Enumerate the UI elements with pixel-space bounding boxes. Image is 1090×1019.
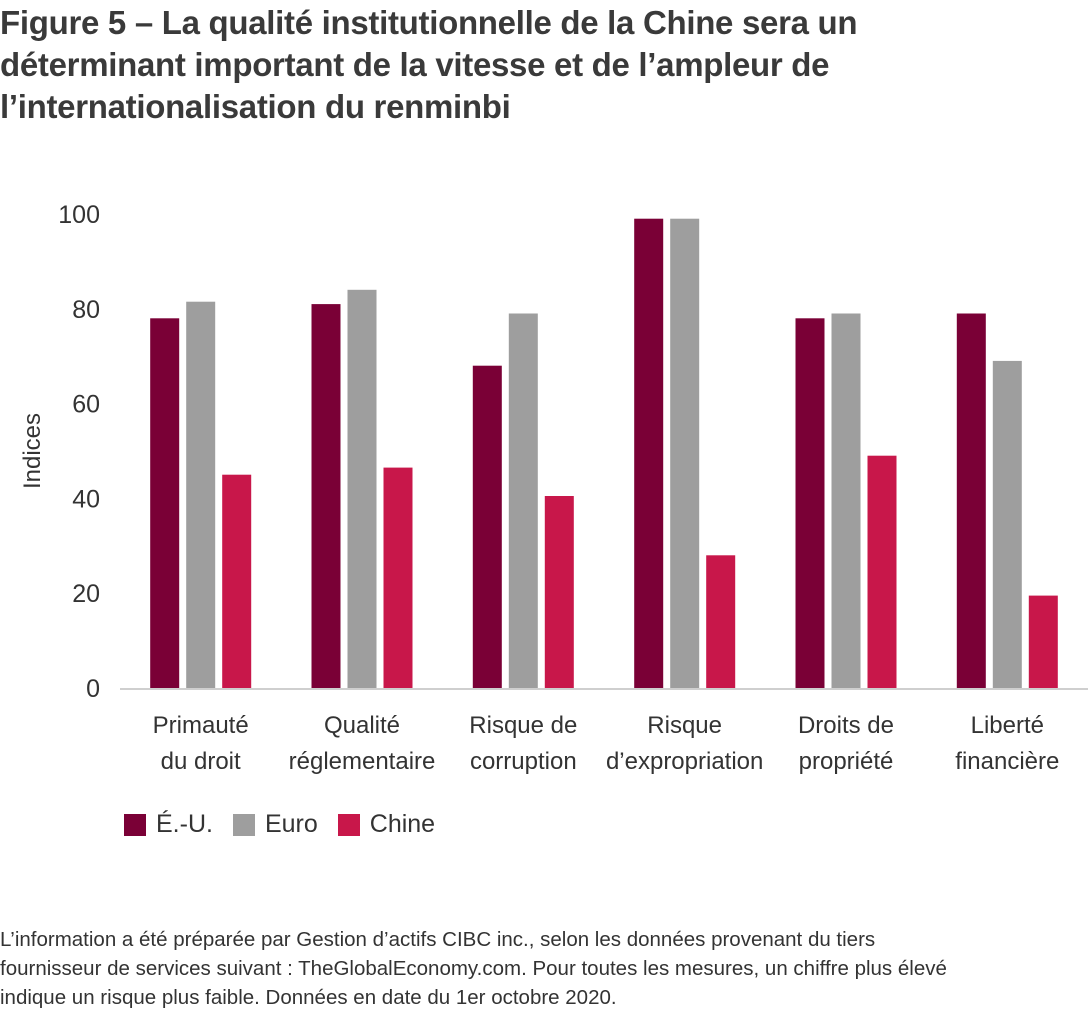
x-axis-labels: Primauté du droit Qualité réglementaire Risq… (153, 712, 1060, 775)
x-tick-label: Qualité réglementaire (289, 712, 436, 775)
x-tick-label: Risque de corruption (469, 712, 577, 775)
bar-us (311, 304, 341, 688)
bar-chine (867, 455, 897, 688)
bar-us (956, 313, 986, 688)
legend-swatch (337, 813, 360, 836)
legend: É.-U. Euro Chine (124, 810, 441, 839)
y-tick-label: 20 (72, 580, 100, 608)
bar-chine (222, 474, 252, 688)
footnote: L’information a été préparée par Gestion… (0, 925, 1085, 1012)
chart-title-line: Figure 5 – La qualité institutionnelle d… (0, 4, 858, 41)
legend-label: Chine (369, 810, 436, 838)
x-tick-label: Risque d’expropriation (606, 712, 763, 775)
bar-euro (347, 289, 377, 688)
legend-item: É.-U. (124, 810, 213, 839)
bar-us (472, 365, 502, 688)
legend-item: Euro (232, 810, 318, 839)
x-tick-label: Primauté du droit (153, 712, 249, 775)
legend-swatch (232, 813, 255, 836)
bar-euro (186, 301, 216, 688)
footnote-line: fournisseur de services suivant : TheGlo… (0, 957, 947, 980)
footnote-line: indique un risque plus faible. Données e… (0, 986, 617, 1009)
y-tick-label: 40 (72, 485, 100, 513)
bar-euro (831, 313, 861, 688)
bar-euro (670, 218, 700, 688)
bar-us (150, 318, 180, 688)
legend-label: É.-U. (156, 810, 213, 838)
footnote-line: L’information a été préparée par Gestion… (0, 928, 876, 951)
y-tick-label: 100 (58, 201, 100, 229)
x-tick-label: Liberté financière (955, 712, 1059, 775)
bar-euro (508, 313, 538, 688)
bar-chart: 0 20 40 60 80 100 Primauté du droit Qualité régl… (19, 201, 1088, 775)
legend-item: Chine (337, 810, 436, 839)
x-tick-label: Droits de propriété (798, 712, 894, 775)
bar-chine (383, 467, 413, 688)
y-tick-label: 80 (72, 296, 100, 324)
chart-title: Figure 5 – La qualité institutionnelle d… (0, 2, 1080, 128)
bar-us (795, 318, 825, 688)
y-axis-title: Indices (19, 413, 46, 489)
chart-title-line: l’internationalisation du renminbi (0, 88, 511, 125)
bar-us (634, 218, 664, 688)
bar-chine (706, 555, 736, 688)
legend-swatch (124, 813, 146, 836)
legend-label: Euro (264, 810, 318, 838)
bar-chine (544, 496, 574, 688)
chart-title-line: déterminant important de la vitesse et d… (0, 46, 830, 83)
bars (150, 218, 1058, 688)
bar-chine (1028, 595, 1058, 688)
y-axis-ticks: 0 20 40 60 80 100 (58, 201, 100, 703)
y-tick-label: 0 (86, 675, 100, 703)
bar-euro (992, 360, 1022, 688)
y-tick-label: 60 (72, 391, 100, 419)
